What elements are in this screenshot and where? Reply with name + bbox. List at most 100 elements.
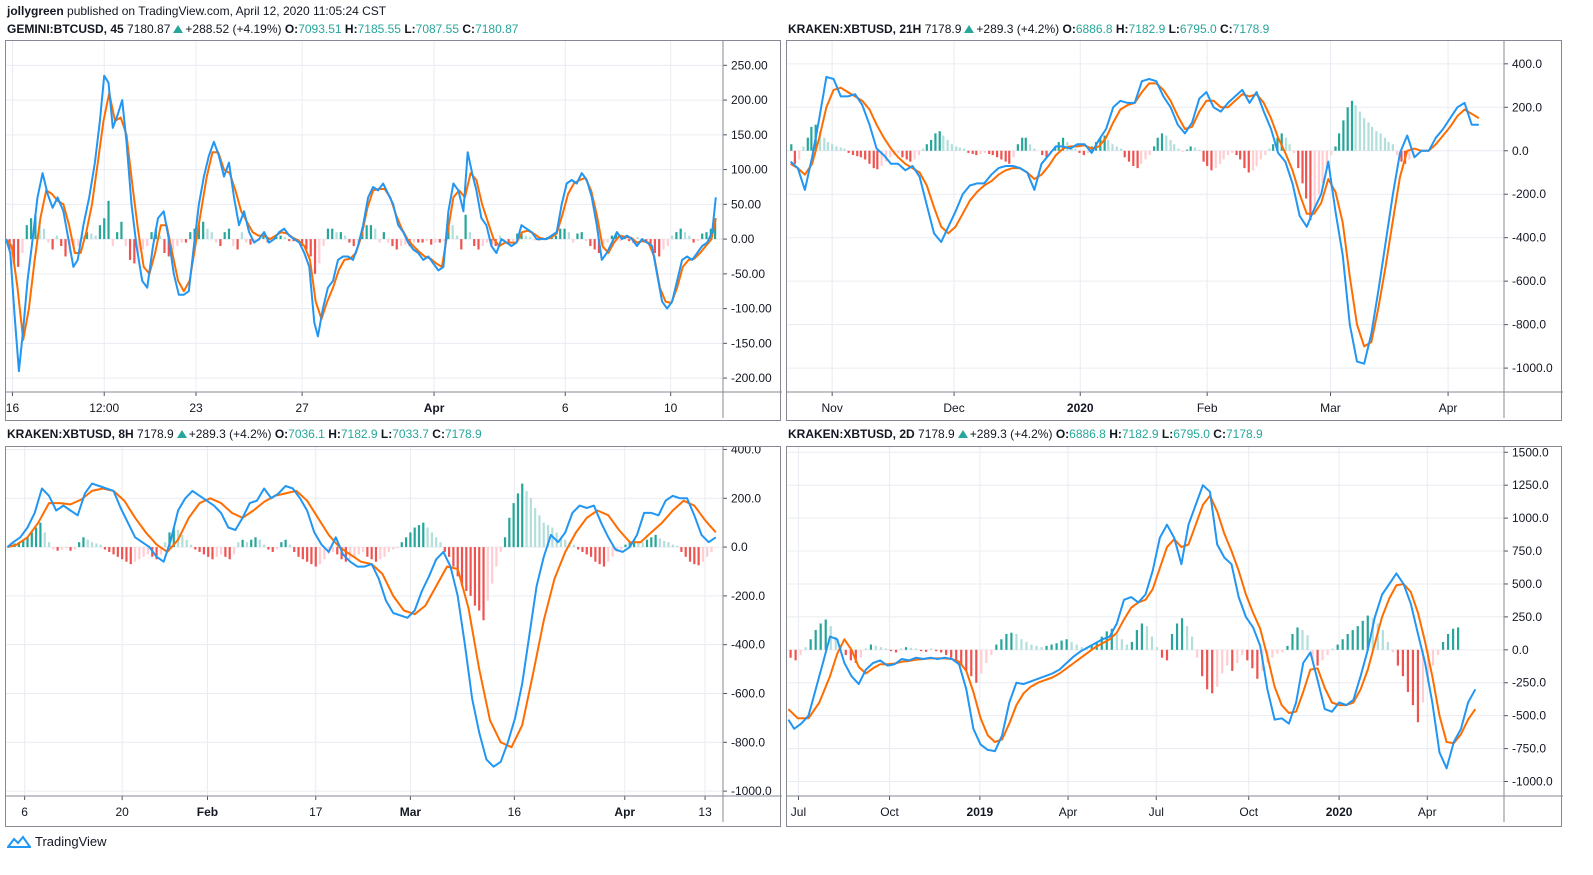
high-label: H:: [344, 22, 358, 36]
symbol-label: KRAKEN:XBTUSD, 21H: [788, 22, 922, 36]
x-tick-label: Nov: [821, 401, 842, 415]
publish-line: jollygreen published on TradingView.com,…: [7, 4, 386, 19]
y-tick-label: 200.0: [731, 491, 761, 505]
y-tick-label: -800.0: [731, 735, 765, 749]
x-tick-label: 2020: [1326, 805, 1353, 819]
open-value: 6886.8: [1075, 22, 1113, 36]
macd-chart-2[interactable]: 400.0 200.0 0.0 -200.0 -400.0 -600.0 -800.0 -10…: [787, 41, 1563, 422]
x-axis: 16 12:00 23 27 Apr 6 10: [6, 392, 678, 415]
y-tick-label: -200.00: [731, 371, 772, 385]
panel-4-title: KRAKEN:XBTUSD, 2D 7178.9 +289.3 (+4.2%) O…: [788, 427, 1263, 442]
close-label: C:: [432, 427, 445, 441]
y-tick-label: 250.00: [731, 58, 768, 72]
x-tick-label: 2020: [1067, 401, 1094, 415]
low-value: 6795.0: [1173, 427, 1210, 441]
y-tick-label: 0.0: [1512, 144, 1529, 158]
x-tick-label: 6: [562, 401, 569, 415]
x-tick-label: Feb: [1197, 401, 1218, 415]
y-tick-label: -100.00: [731, 302, 772, 316]
y-tick-label: -1000.0: [1512, 361, 1553, 375]
author-name: jollygreen: [7, 4, 64, 18]
chart-panel-4[interactable]: 1500.0 1250.0 1000.0 750.0 500.0 250.0 0.0 -250…: [786, 446, 1563, 828]
close-label: C:: [1213, 427, 1226, 441]
x-tick-label: 20: [115, 805, 129, 819]
chart-panel-3[interactable]: 400.0 200.0 0.0 -200.0 -400.0 -600.0 -800.0 -10…: [5, 446, 782, 828]
chart-panel-1[interactable]: 250.00 200.00 150.00 100.00 50.00 0.00 -50.00 -…: [5, 40, 782, 422]
y-tick-label: -600.0: [1512, 274, 1546, 288]
low-label: L:: [380, 427, 393, 441]
y-tick-label: 750.0: [1512, 544, 1542, 558]
low-value: 6795.0: [1179, 22, 1217, 36]
up-arrow-icon: [957, 430, 968, 438]
x-tick-label: 16: [508, 805, 522, 819]
x-axis: 6 20 Feb 17 Mar 16 Apr 13: [21, 796, 712, 819]
low-value: 7033.7: [392, 427, 429, 441]
y-tick-label: -1000.0: [731, 784, 772, 798]
x-axis: Nov Dec 2020 Feb Mar Apr: [821, 392, 1457, 415]
symbol-label: KRAKEN:XBTUSD, 8H: [7, 427, 134, 441]
low-label: L:: [404, 22, 416, 36]
high-value: 7182.9: [340, 427, 378, 441]
close-value: 7178.9: [444, 427, 482, 441]
x-tick-label: 23: [189, 401, 203, 415]
high-label: H:: [328, 427, 341, 441]
macd-chart-4[interactable]: 1500.0 1250.0 1000.0 750.0 500.0 250.0 0.0 -250…: [787, 447, 1563, 828]
y-tick-label: -750.0: [1512, 742, 1546, 756]
x-tick-label: Jul: [791, 805, 806, 819]
brand-name: TradingView: [35, 834, 107, 849]
panel-2-title: KRAKEN:XBTUSD, 21H 7178.9 +289.3 (+4.2%) …: [788, 22, 1269, 37]
grid: [6, 447, 723, 796]
x-tick-label: 2019: [967, 805, 994, 819]
panel-1-title: GEMINI:BTCUSD, 45 7180.87 +288.52 (+4.19%…: [7, 22, 518, 37]
x-tick-label: Apr: [1059, 805, 1078, 819]
y-tick-label: -50.00: [731, 267, 765, 281]
y-tick-label: 500.0: [1512, 577, 1542, 591]
open-label: O:: [284, 22, 299, 36]
symbol-label: KRAKEN:XBTUSD, 2D: [788, 427, 915, 441]
y-tick-label: 250.0: [1512, 610, 1542, 624]
open-label: O:: [1055, 427, 1070, 441]
panel-3-title: KRAKEN:XBTUSD, 8H 7178.9 +289.3 (+4.2%) O…: [7, 427, 482, 442]
high-value: 7182.9: [1128, 22, 1166, 36]
close-label: C:: [462, 22, 476, 36]
high-label: H:: [1109, 427, 1122, 441]
x-tick-label: 13: [698, 805, 712, 819]
x-tick-label: Feb: [197, 805, 218, 819]
y-tick-label: -1000.0: [1512, 775, 1553, 789]
y-tick-label: -400.0: [1512, 231, 1546, 245]
y-tick-label: -400.0: [731, 638, 765, 652]
x-tick-label: Mar: [400, 805, 422, 819]
up-arrow-icon: [176, 430, 187, 438]
published-text: published on TradingView.com, April 12, …: [67, 4, 387, 18]
close-value: 7178.9: [1225, 427, 1263, 441]
open-value: 6886.8: [1069, 427, 1106, 441]
close-label: C:: [1219, 22, 1233, 36]
open-label: O:: [274, 427, 289, 441]
y-tick-label: -200.0: [1512, 187, 1546, 201]
y-tick-label: -250.0: [1512, 676, 1546, 690]
open-value: 7093.51: [298, 22, 342, 36]
open-value: 7036.1: [288, 427, 325, 441]
x-tick-label: 16: [6, 401, 19, 415]
x-tick-label: Apr: [614, 805, 635, 819]
low-value: 7087.55: [415, 22, 460, 36]
change-value: +289.3 (+4.2%): [976, 22, 1060, 36]
macd-chart-3[interactable]: 400.0 200.0 0.0 -200.0 -400.0 -600.0 -800.0 -10…: [6, 447, 782, 828]
symbol-label: GEMINI:BTCUSD, 45: [7, 22, 124, 36]
signal-line: [6, 92, 717, 341]
tradingview-brand[interactable]: TradingView: [7, 834, 107, 849]
x-tick-label: Apr: [424, 401, 445, 415]
open-label: O:: [1062, 22, 1076, 36]
x-tick-label: 10: [664, 401, 678, 415]
chart-panel-2[interactable]: 400.0 200.0 0.0 -200.0 -400.0 -600.0 -800.0 -10…: [786, 40, 1563, 422]
x-tick-label: 27: [295, 401, 309, 415]
y-tick-label: 1250.0: [1512, 478, 1549, 492]
x-tick-label: Oct: [880, 805, 899, 819]
macd-chart-1[interactable]: 250.00 200.00 150.00 100.00 50.00 0.00 -50.00 -…: [6, 41, 782, 422]
x-axis: Jul Oct 2019 Apr Jul Oct 2020 Apr: [791, 796, 1437, 819]
grid: [787, 447, 1504, 796]
macd-line: [787, 484, 1477, 770]
y-axis: 1500.0 1250.0 1000.0 750.0 500.0 250.0 0.0 -250…: [1504, 447, 1553, 789]
y-tick-label: -200.0: [731, 589, 765, 603]
x-tick-label: Dec: [943, 401, 964, 415]
